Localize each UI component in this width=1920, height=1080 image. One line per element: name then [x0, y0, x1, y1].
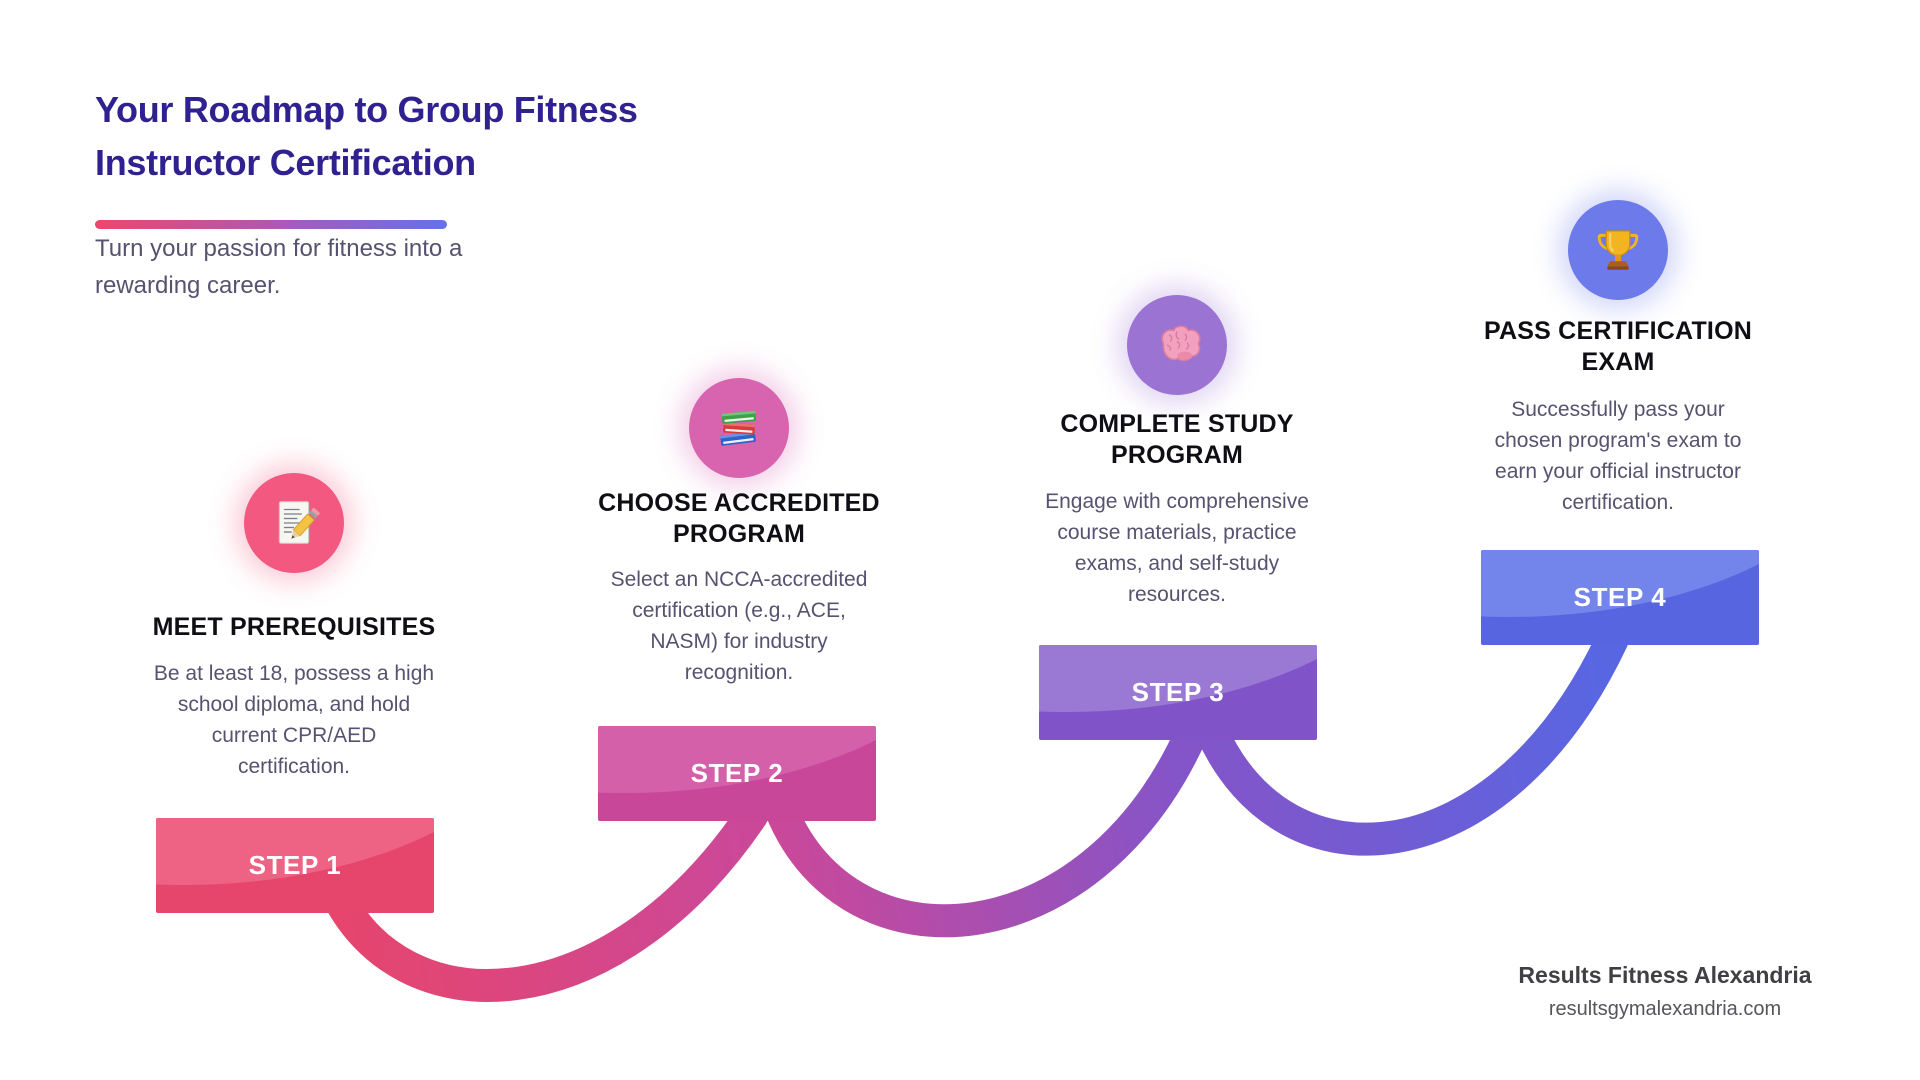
- step-1-label: STEP 1: [248, 850, 342, 880]
- step-1-heading: MEET PREREQUISITES: [152, 613, 436, 641]
- books-icon: [720, 410, 757, 446]
- brain-icon: [1161, 325, 1201, 362]
- step-2-box: STEP 2: [598, 726, 876, 821]
- title-accent-bar: [95, 220, 447, 229]
- connector-step3-step4: [1195, 623, 1629, 856]
- step-3-heading: COMPLETE STUDY PROGRAM: [1060, 410, 1294, 469]
- page-title: Your Roadmap to Group Fitness Instructor…: [95, 89, 638, 183]
- footer: Results Fitness Alexandria resultsgymale…: [1435, 960, 1895, 1023]
- trophy-icon: [1597, 230, 1639, 270]
- step-3-icon-circle: [1127, 295, 1227, 395]
- step-2-description: Select an NCCA-accredited certification …: [610, 568, 868, 684]
- step-4-box: STEP 4: [1481, 550, 1759, 645]
- step-4-label: STEP 4: [1573, 582, 1667, 612]
- step-4-description: Successfully pass your chosen program's …: [1494, 398, 1742, 514]
- step-2-label: STEP 2: [690, 758, 784, 788]
- step-2-icon-circle: [689, 378, 789, 478]
- step-4-heading: PASS CERTIFICATION EXAM: [1484, 317, 1752, 376]
- memo-icon: [278, 501, 320, 544]
- step-3-label: STEP 3: [1131, 677, 1225, 707]
- step-1-box: STEP 1: [156, 818, 434, 913]
- step-3-box: STEP 3: [1039, 645, 1317, 740]
- step-3-description: Engage with comprehensive course materia…: [1045, 490, 1309, 606]
- connector-step2-step3: [765, 715, 1209, 938]
- page-subtitle: Turn your passion for fitness into a rew…: [95, 235, 463, 299]
- step-4-icon-circle: [1568, 200, 1668, 300]
- step-1-icon-circle: [244, 473, 344, 573]
- step-1-description: Be at least 18, possess a high school di…: [153, 662, 435, 778]
- connector-step1-step2: [318, 798, 769, 1002]
- step-2-heading: CHOOSE ACCREDITED PROGRAM: [598, 489, 880, 548]
- footer-brand-name: Results Fitness Alexandria: [1518, 962, 1812, 988]
- footer-website: resultsgymalexandria.com: [1548, 998, 1782, 1020]
